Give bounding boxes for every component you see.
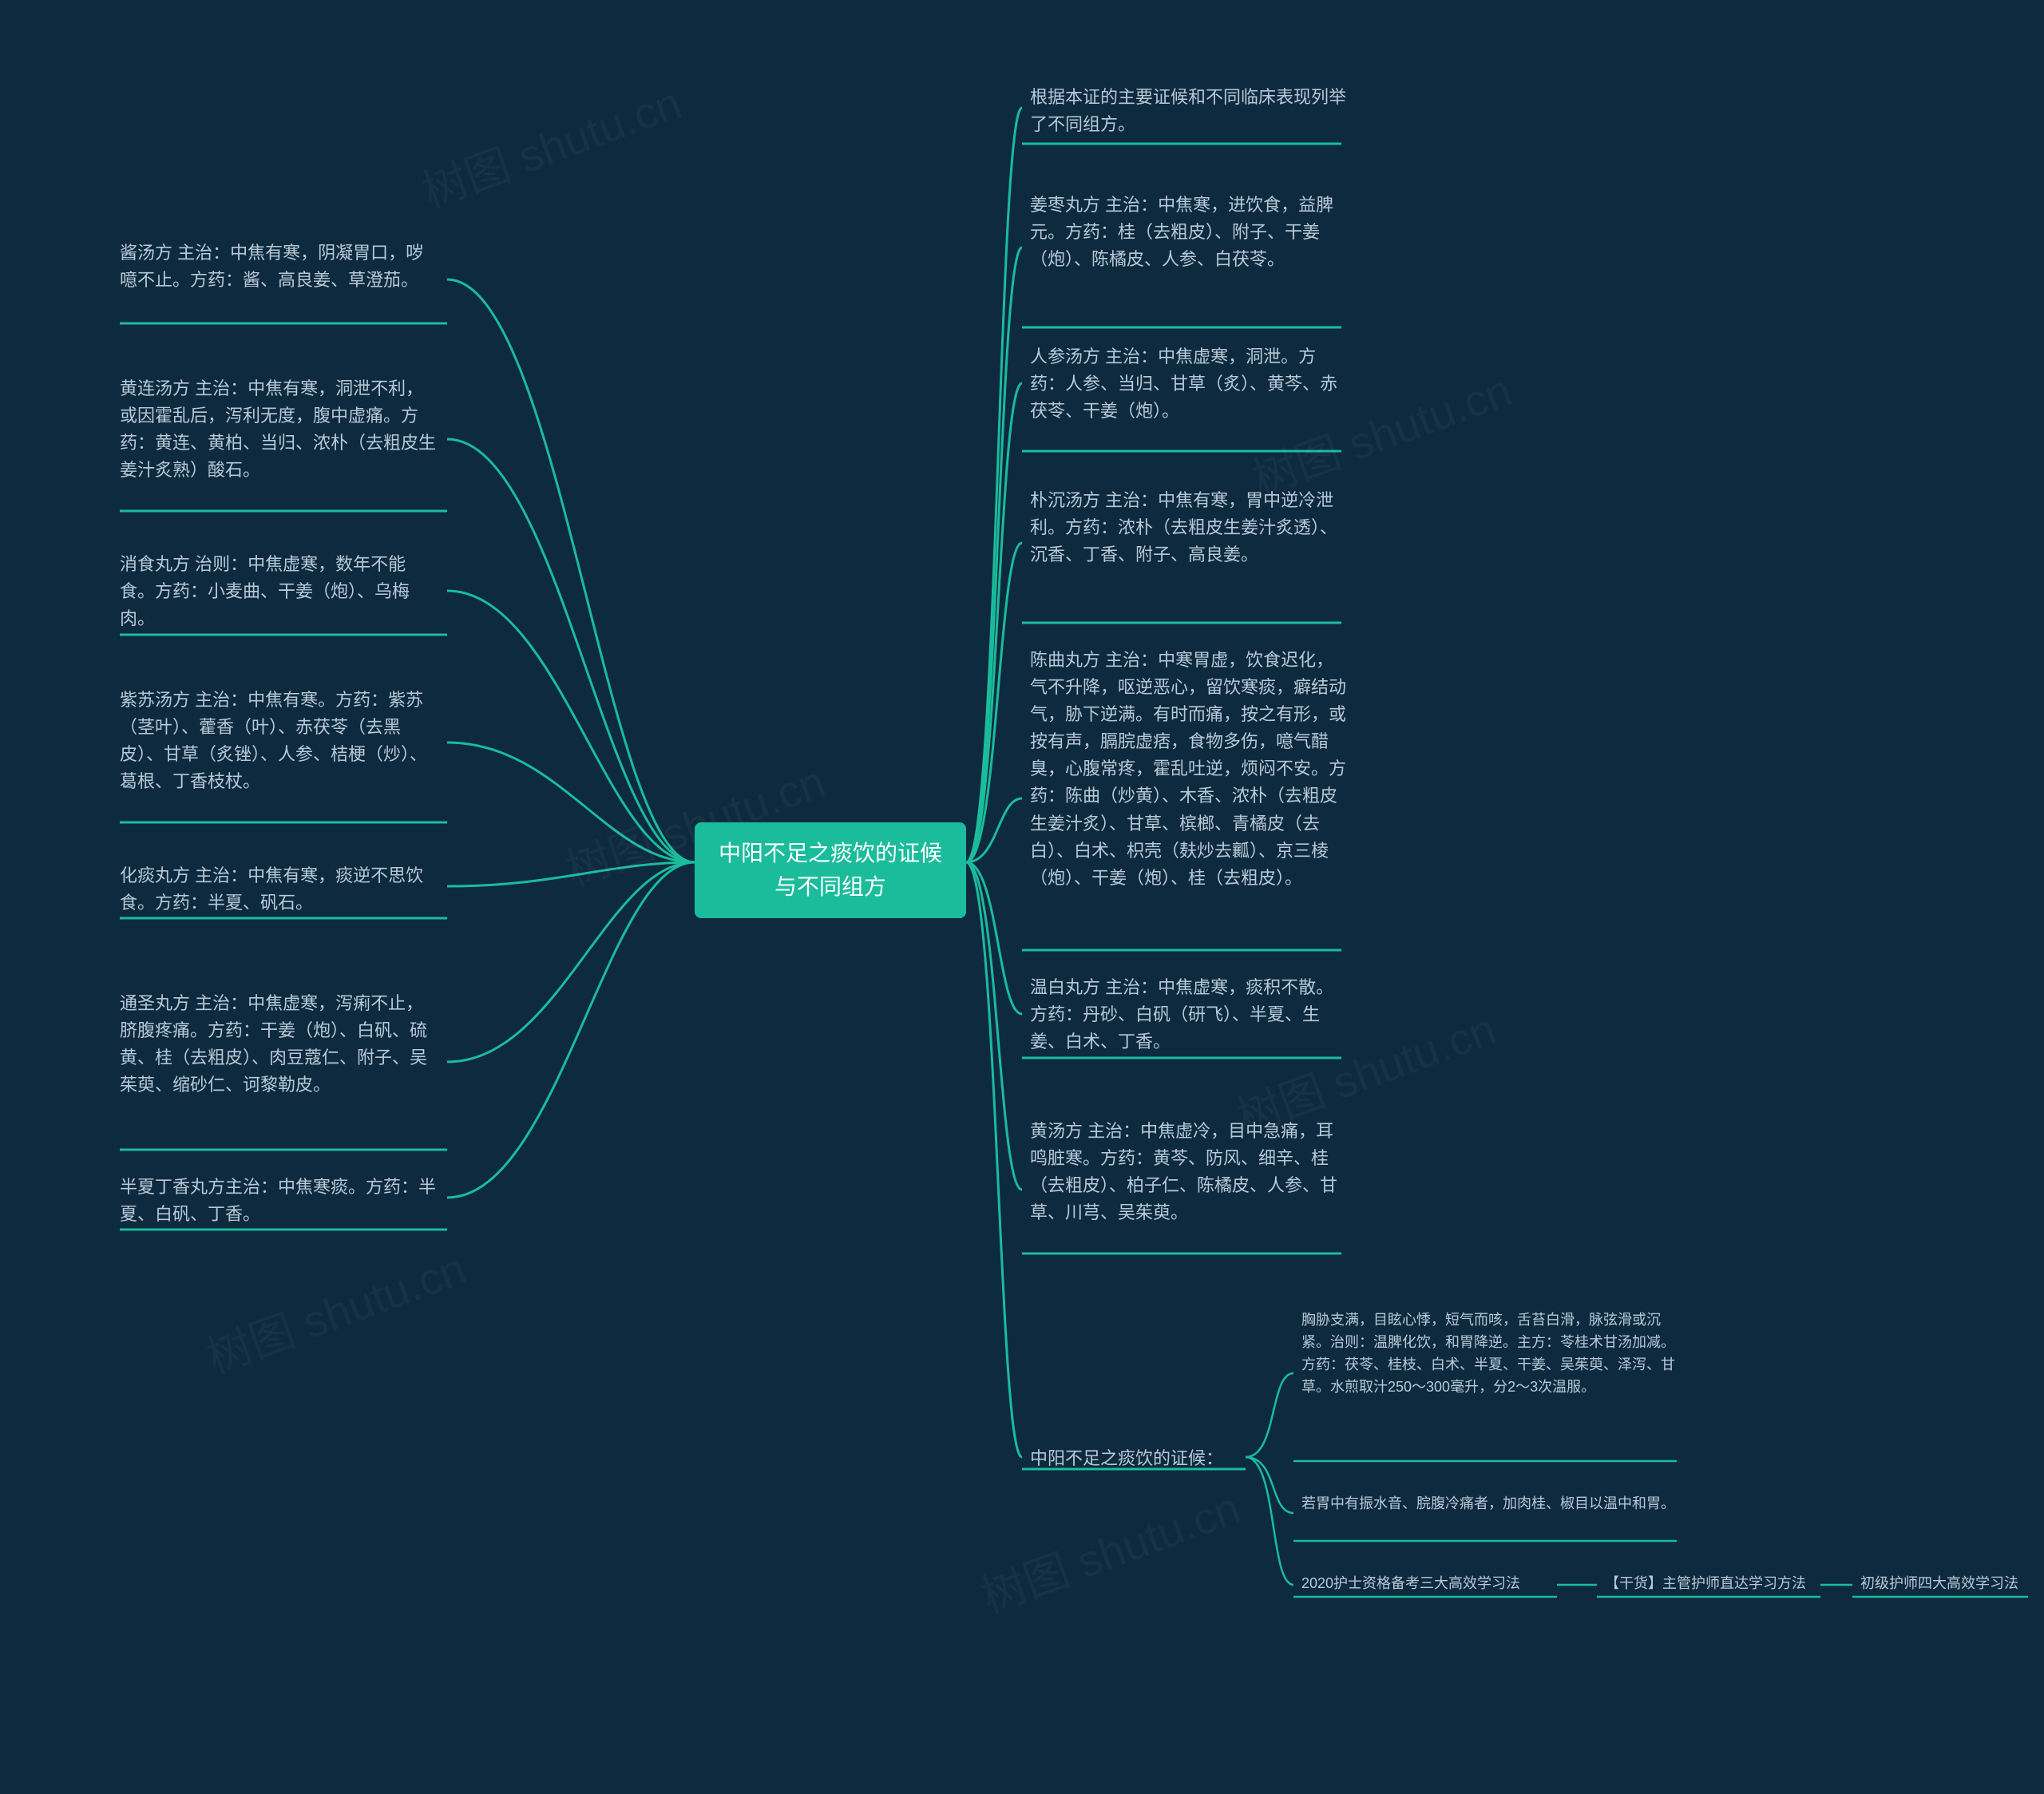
watermark: 树图 shutu.cn: [196, 1233, 473, 1386]
sub-chain-item: 【干货】主管护师直达学习方法: [1605, 1573, 1806, 1594]
right-node: 朴沉汤方 主治：中焦有寒，胃中逆冷泄利。方药：浓朴（去粗皮生姜汁炙透）、沉香、丁…: [1030, 487, 1349, 568]
left-node: 紫苏汤方 主治：中焦有寒。方药：紫苏（茎叶）、藿香（叶）、赤茯苓（去黑皮）、甘草…: [120, 687, 439, 795]
right-node-subroot: 中阳不足之痰饮的证候：: [1030, 1445, 1246, 1472]
left-node: 半夏丁香丸方主治：中焦寒痰。方药：半夏、白矾、丁香。: [120, 1174, 439, 1228]
left-node: 通圣丸方 主治：中焦虚寒，泻痢不止，脐腹疼痛。方药：干姜（炮）、白矾、硫黄、桂（…: [120, 990, 439, 1099]
left-node: 酱汤方 主治：中焦有寒，阴凝胃口，哕噫不止。方药：酱、高良姜、草澄茄。: [120, 240, 439, 294]
right-node: 温白丸方 主治：中焦虚寒，痰积不散。方药：丹砂、白矾（研飞）、半夏、生姜、白术、…: [1030, 974, 1349, 1055]
left-node: 黄连汤方 主治：中焦有寒，洞泄不利，或因霍乱后，泻利无度，腹中虚痛。方药：黄连、…: [120, 375, 439, 484]
sub-node-chain-start: 2020护士资格备考三大高效学习法: [1301, 1573, 1520, 1594]
right-node: 陈曲丸方 主治：中寒胃虚，饮食迟化，气不升降，呕逆恶心，留饮寒痰，癖结动气，胁下…: [1030, 647, 1349, 892]
left-node: 消食丸方 治则：中焦虚寒，数年不能食。方药：小麦曲、干姜（炮）、乌梅肉。: [120, 551, 439, 632]
sub-node: 若胃中有振水音、脘腹冷痛者，加肉桂、椒目以温中和胃。: [1301, 1493, 1685, 1515]
left-node: 化痰丸方 主治：中焦有寒，痰逆不思饮食。方药：半夏、矾石。: [120, 862, 439, 917]
center-node: 中阳不足之痰饮的证候与不同组方: [695, 822, 966, 918]
watermark: 树图 shutu.cn: [971, 1472, 1248, 1626]
right-node: 姜枣丸方 主治：中焦寒，进饮食，益脾元。方药：桂（去粗皮）、附子、干姜（炮）、陈…: [1030, 192, 1349, 273]
right-node: 人参汤方 主治：中焦虚寒，洞泄。方药：人参、当归、甘草（炙）、黄芩、赤茯苓、干姜…: [1030, 343, 1349, 425]
sub-chain-item: 初级护师四大高效学习法: [1860, 1573, 2018, 1594]
sub-node: 胸胁支满，目眩心悸，短气而咳，舌苔白滑，脉弦滑或沉紧。治则：温脾化饮，和胃降逆。…: [1301, 1309, 1685, 1399]
right-node: 黄汤方 主治：中焦虚冷，目中急痛，耳鸣脏寒。方药：黄芩、防风、细辛、桂（去粗皮）…: [1030, 1118, 1349, 1226]
right-node: 根据本证的主要证候和不同临床表现列举了不同组方。: [1030, 84, 1349, 138]
watermark: 树图 shutu.cn: [412, 67, 689, 220]
